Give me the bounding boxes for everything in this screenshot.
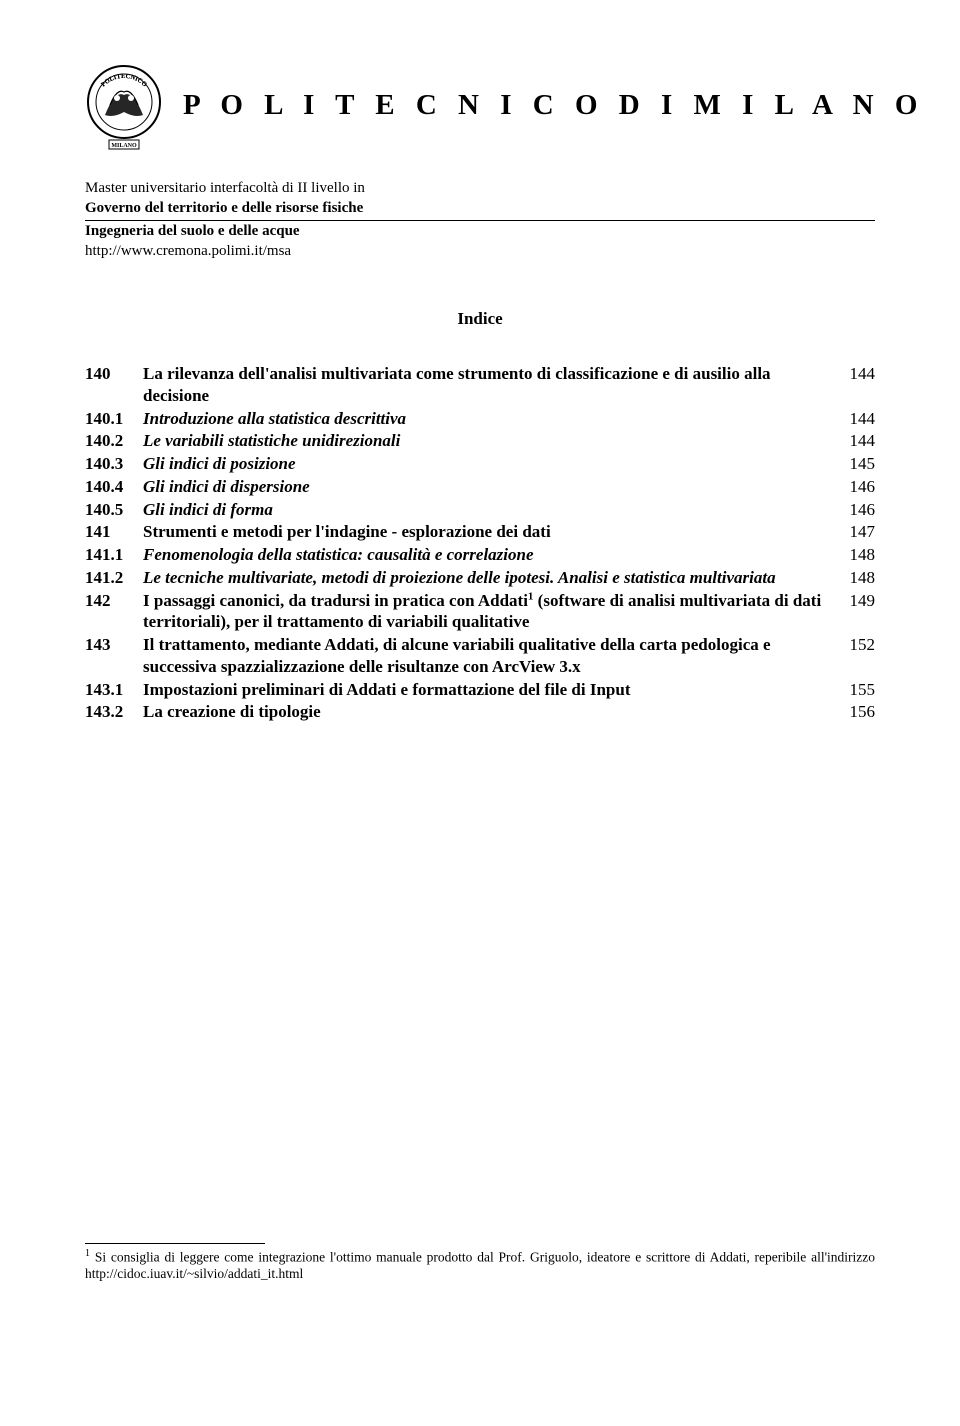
toc-title: Gli indici di forma — [143, 499, 833, 521]
toc-title: Introduzione alla statistica descrittiva — [143, 408, 833, 430]
toc-page: 146 — [833, 476, 875, 498]
toc-number: 143.2 — [85, 701, 143, 723]
toc-title: Gli indici di dispersione — [143, 476, 833, 498]
header-row: POLITECNICO POLITECNICO MILANO P O L I T… — [85, 60, 875, 150]
toc-page: 146 — [833, 499, 875, 521]
toc-row: 142I passaggi canonici, da tradursi in p… — [85, 590, 875, 634]
footnote-separator — [85, 1243, 265, 1244]
program-url: http://www.cremona.polimi.it/msa — [85, 241, 875, 261]
toc-page: 152 — [833, 634, 875, 656]
toc-title: Impostazioni preliminari di Addati e for… — [143, 679, 833, 701]
footnote-marker: 1 — [85, 1248, 90, 1259]
toc-title: Strumenti e metodi per l'indagine - espl… — [143, 521, 833, 543]
toc-title: Il trattamento, mediante Addati, di alcu… — [143, 634, 833, 678]
document-page: POLITECNICO POLITECNICO MILANO P O L I T… — [0, 0, 960, 1426]
toc-number: 140.3 — [85, 453, 143, 475]
toc-heading: Indice — [85, 309, 875, 329]
toc-row: 140.1Introduzione alla statistica descri… — [85, 408, 875, 430]
toc-title: Gli indici di posizione — [143, 453, 833, 475]
toc-number: 140.2 — [85, 430, 143, 452]
university-seal-icon: POLITECNICO POLITECNICO MILANO — [85, 60, 163, 150]
toc-title: Le variabili statistiche unidirezionali — [143, 430, 833, 452]
toc-number: 143.1 — [85, 679, 143, 701]
toc-page: 147 — [833, 521, 875, 543]
toc-row: 140La rilevanza dell'analisi multivariat… — [85, 363, 875, 407]
toc-row: 141.1Fenomenologia della statistica: cau… — [85, 544, 875, 566]
toc-row: 143.1Impostazioni preliminari di Addati … — [85, 679, 875, 701]
toc-number: 140 — [85, 363, 143, 385]
program-line-1: Master universitario interfacoltà di II … — [85, 178, 875, 198]
toc-number: 140.1 — [85, 408, 143, 430]
toc-title: La creazione di tipologie — [143, 701, 833, 723]
toc-row: 143Il trattamento, mediante Addati, di a… — [85, 634, 875, 678]
toc-title: Le tecniche multivariate, metodi di proi… — [143, 567, 833, 589]
toc-page: 145 — [833, 453, 875, 475]
toc-row: 141Strumenti e metodi per l'indagine - e… — [85, 521, 875, 543]
footnote-text: Si consiglia di leggere come integrazion… — [85, 1250, 875, 1282]
svg-text:POLITECNICO: POLITECNICO — [100, 73, 148, 89]
toc-title: I passaggi canonici, da tradursi in prat… — [143, 590, 833, 634]
toc-title: La rilevanza dell'analisi multivariata c… — [143, 363, 833, 407]
toc-row: 141.2Le tecniche multivariate, metodi di… — [85, 567, 875, 589]
toc-number: 142 — [85, 590, 143, 612]
toc-page: 144 — [833, 363, 875, 385]
toc-row: 140.2Le variabili statistiche unidirezio… — [85, 430, 875, 452]
footnote: 1 Si consiglia di leggere come integrazi… — [85, 1248, 875, 1283]
toc-row: 140.3Gli indici di posizione145 — [85, 453, 875, 475]
university-title: P O L I T E C N I C O D I M I L A N O — [183, 89, 924, 122]
toc-number: 140.5 — [85, 499, 143, 521]
toc-number: 141.2 — [85, 567, 143, 589]
toc-page: 149 — [833, 590, 875, 612]
toc-number: 140.4 — [85, 476, 143, 498]
toc-number: 143 — [85, 634, 143, 656]
toc-number: 141 — [85, 521, 143, 543]
program-line-2: Governo del territorio e delle risorse f… — [85, 198, 875, 220]
toc-page: 148 — [833, 567, 875, 589]
toc-page: 156 — [833, 701, 875, 723]
program-line-3: Ingegneria del suolo e delle acque — [85, 221, 875, 241]
footnote-ref: 1 — [528, 590, 534, 602]
toc-number: 141.1 — [85, 544, 143, 566]
toc-page: 144 — [833, 408, 875, 430]
program-block: Master universitario interfacoltà di II … — [85, 178, 875, 261]
toc-page: 148 — [833, 544, 875, 566]
toc-row: 140.4Gli indici di dispersione146 — [85, 476, 875, 498]
toc-row: 143.2La creazione di tipologie156 — [85, 701, 875, 723]
toc-page: 144 — [833, 430, 875, 452]
toc-page: 155 — [833, 679, 875, 701]
toc-row: 140.5Gli indici di forma146 — [85, 499, 875, 521]
toc-list: 140La rilevanza dell'analisi multivariat… — [85, 363, 875, 723]
svg-text:MILANO: MILANO — [111, 143, 137, 149]
toc-title: Fenomenologia della statistica: causalit… — [143, 544, 833, 566]
